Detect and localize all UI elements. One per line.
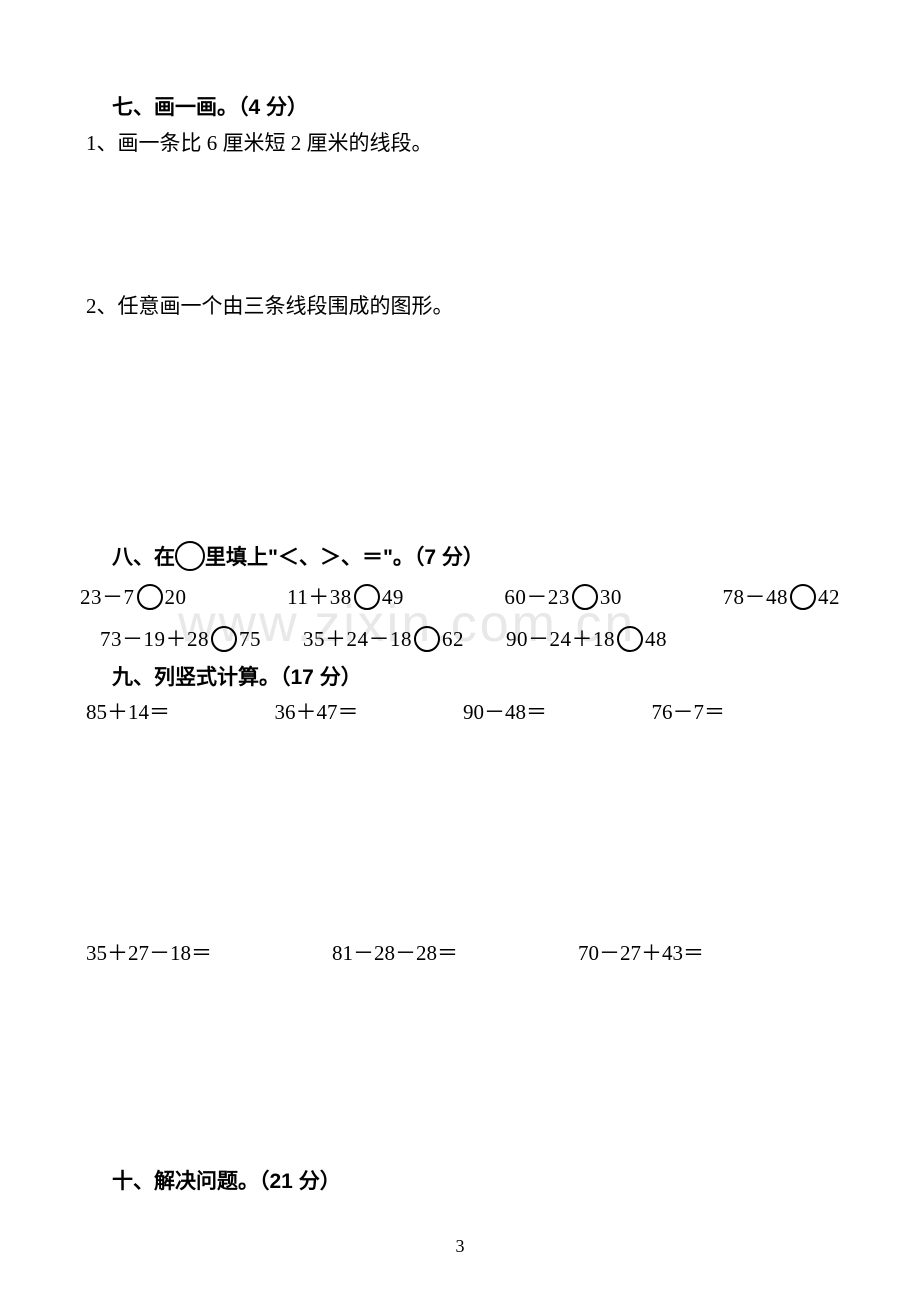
circle-icon <box>414 626 440 652</box>
circle-icon <box>617 626 643 652</box>
compare-item: 78－4842 <box>722 576 840 618</box>
section-7-q2: 2、任意画一个由三条线段围成的图形。 <box>80 289 840 325</box>
page-number: 3 <box>456 1236 465 1257</box>
calc-item: 36＋47＝ <box>275 695 464 731</box>
section-8-heading-prefix: 八、在 <box>112 546 175 569</box>
circle-icon <box>175 541 205 571</box>
compare-item: 73－19＋2875 <box>100 618 261 660</box>
compare-item: 35＋24－1862 <box>303 618 464 660</box>
section-7-heading: 七、画一画。（4 分） <box>80 90 840 126</box>
calc-item: 35＋27－18＝ <box>86 936 212 972</box>
calc-item: 90－48＝ <box>463 695 652 731</box>
circle-icon <box>137 584 163 610</box>
circle-icon <box>790 584 816 610</box>
circle-icon <box>572 584 598 610</box>
calc-item: 76－7＝ <box>652 695 841 731</box>
section-10-heading: 十、解决问题。（21 分） <box>80 1164 840 1200</box>
compare-item: 11＋3849 <box>287 576 404 618</box>
section-8-row-2: 73－19＋2875 35＋24－1862 90－24＋1848 <box>80 618 840 660</box>
circle-icon <box>354 584 380 610</box>
compare-item: 23－720 <box>80 576 187 618</box>
circle-icon <box>211 626 237 652</box>
compare-item: 60－2330 <box>504 576 622 618</box>
section-9-heading: 九、列竖式计算。（17 分） <box>80 660 840 696</box>
calc-item: 81－28－28＝ <box>332 936 458 972</box>
section-7-q1: 1、画一条比 6 厘米短 2 厘米的线段。 <box>80 126 840 162</box>
section-8-row-1: 23－720 11＋3849 60－2330 78－4842 <box>80 576 840 618</box>
calc-item: 85＋14＝ <box>86 695 275 731</box>
section-9-row-1: 85＋14＝ 36＋47＝ 90－48＝ 76－7＝ <box>80 695 840 731</box>
section-8-heading-suffix: 里填上"＜、＞、＝"。（7 分） <box>205 546 484 569</box>
compare-item: 90－24＋1848 <box>506 618 667 660</box>
calc-item: 70－27＋43＝ <box>578 936 704 972</box>
section-9-row-2: 35＋27－18＝ 81－28－28＝ 70－27＋43＝ <box>80 936 840 972</box>
section-8-heading: 八、在 里填上"＜、＞、＝"。（7 分） <box>80 540 840 576</box>
